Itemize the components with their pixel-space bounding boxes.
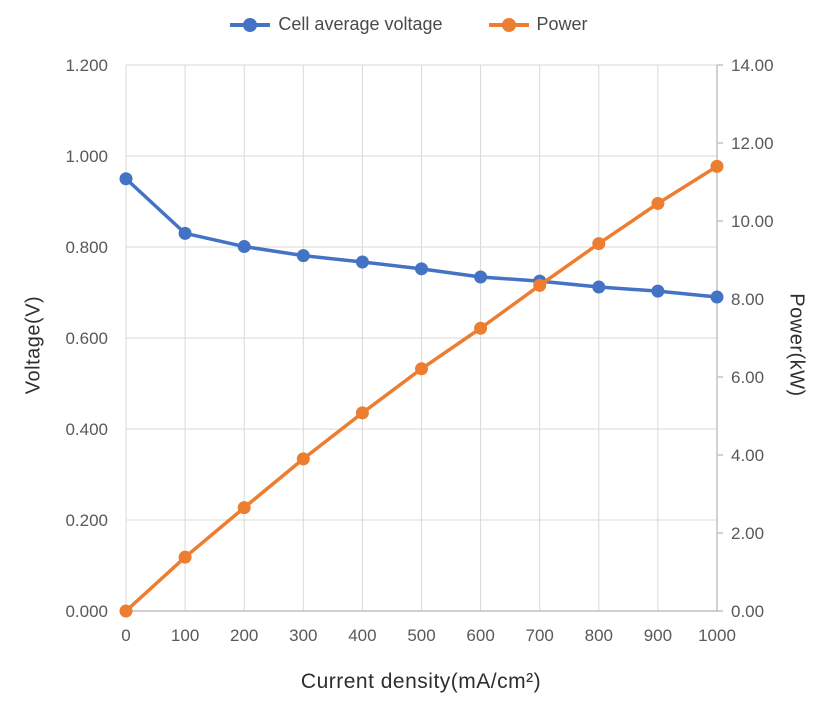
data-point-series-1 — [296, 452, 310, 466]
data-point-series-1 — [533, 278, 547, 292]
data-point-series-0 — [178, 226, 192, 240]
x-tick-label: 700 — [526, 626, 554, 645]
data-point-series-1 — [592, 237, 606, 251]
x-tick-label: 800 — [585, 626, 613, 645]
right-y-tick-label: 6.00 — [731, 368, 764, 387]
legend-item-power[interactable]: Power — [488, 14, 588, 35]
left-y-tick-label: 0.400 — [65, 420, 108, 439]
left-y-tick-label: 0.200 — [65, 511, 108, 530]
data-point-series-1 — [355, 406, 369, 420]
x-tick-label: 500 — [407, 626, 435, 645]
data-point-series-0 — [119, 172, 133, 186]
data-point-series-0 — [415, 262, 428, 276]
left-y-axis-title: Voltage(V) — [22, 295, 45, 395]
x-axis-title: Current density(mA/cm²) — [300, 670, 542, 693]
data-point-series-0 — [237, 240, 251, 254]
data-point-series-1 — [651, 196, 665, 210]
chart-legend: Cell average voltage Power — [0, 14, 818, 35]
left-y-tick-label: 1.200 — [65, 56, 108, 75]
left-y-tick-label: 0.800 — [65, 238, 108, 257]
data-point-series-0 — [355, 255, 369, 269]
x-tick-label: 200 — [230, 626, 258, 645]
voltage-series-marker-icon — [230, 17, 271, 32]
right-y-tick-label: 12.00 — [731, 134, 774, 153]
data-point-series-1 — [178, 550, 192, 564]
legend-item-cell-average-voltage[interactable]: Cell average voltage — [230, 14, 443, 35]
data-point-series-1 — [710, 159, 724, 173]
right-y-tick-label: 4.00 — [731, 446, 764, 465]
x-tick-label: 0 — [121, 626, 130, 645]
data-point-series-1 — [415, 362, 428, 376]
left-y-tick-label: 0.600 — [65, 329, 108, 348]
legend-label-cell-average-voltage: Cell average voltage — [278, 14, 443, 34]
data-point-series-0 — [651, 284, 665, 298]
right-y-axis-title: Power(kW) — [785, 293, 808, 397]
data-point-series-1 — [237, 501, 251, 515]
x-tick-label: 1000 — [698, 626, 736, 645]
right-y-tick-label: 8.00 — [731, 290, 764, 309]
x-tick-label: 600 — [466, 626, 494, 645]
data-point-series-0 — [296, 249, 310, 263]
x-tick-label: 300 — [289, 626, 317, 645]
left-y-tick-label: 0.000 — [65, 602, 108, 621]
right-y-tick-label: 10.00 — [731, 212, 774, 231]
right-y-tick-label: 0.00 — [731, 602, 764, 621]
data-point-series-1 — [474, 321, 488, 335]
x-tick-label: 100 — [171, 626, 199, 645]
data-point-series-0 — [474, 270, 488, 284]
data-point-series-0 — [592, 280, 606, 294]
x-tick-label: 900 — [644, 626, 672, 645]
legend-label-power: Power — [536, 14, 588, 34]
power-series-marker-icon — [488, 17, 529, 32]
data-point-series-1 — [119, 604, 133, 618]
x-tick-label: 400 — [348, 626, 376, 645]
data-point-series-0 — [710, 290, 724, 304]
right-y-tick-label: 2.00 — [731, 524, 764, 543]
left-y-tick-label: 1.000 — [65, 147, 108, 166]
right-y-tick-label: 14.00 — [731, 56, 774, 75]
